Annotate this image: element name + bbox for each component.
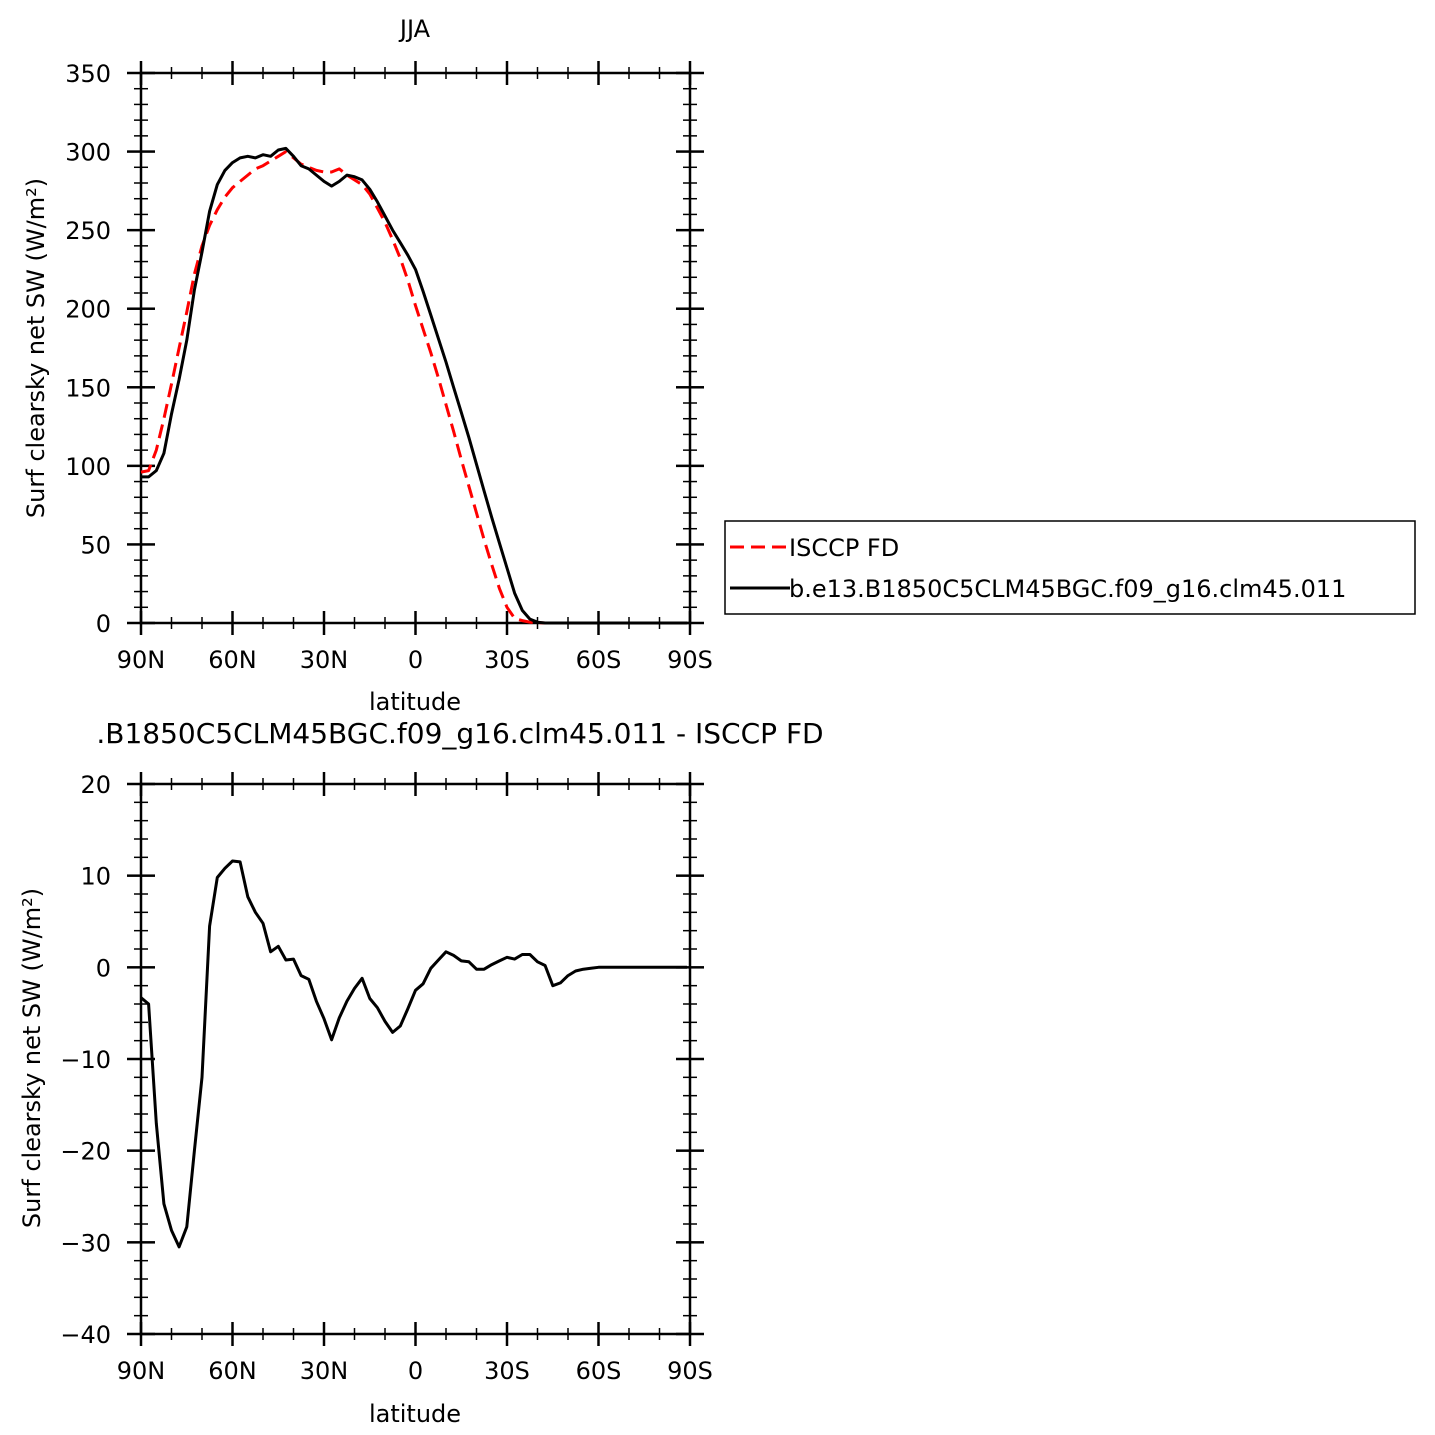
top-panel-title: JJA — [398, 15, 431, 43]
y-tick-label: 20 — [80, 771, 111, 799]
bottom-panel-lines — [140, 859, 687, 1249]
bottom-panel-title: .B1850C5CLM45BGC.f09_g16.clm45.011 - ISC… — [96, 717, 823, 750]
y-tick-label: 100 — [65, 453, 111, 481]
y-tick-label: −30 — [60, 1229, 111, 1257]
x-tick-label: 60S — [576, 646, 622, 674]
y-tick-label: 350 — [65, 60, 111, 88]
legend-box — [724, 520, 1416, 615]
legend-label-isccp: ISCCP FD — [789, 534, 899, 562]
y-tick-label: 150 — [65, 374, 111, 402]
x-tick-label: 30S — [484, 1357, 530, 1385]
plot-frame — [139, 71, 692, 625]
x-tick-label: 30S — [484, 646, 530, 674]
bottom-panel-xlabel: latitude — [369, 1400, 461, 1428]
top-panel: JJA 90N 60N 30N 0 30S 60S 90S 0 50 100 150 200 250 30… — [22, 15, 713, 716]
x-tick-label: 60S — [576, 1357, 622, 1385]
bottom-panel-axes: 90N 60N 30N 0 30S 60S 90S −40 −30 −20 −10 0 10 20 — [60, 771, 713, 1385]
legend-label-model: b.e13.B1850C5CLM45BGC.f09_g16.clm45.011 — [789, 575, 1346, 603]
x-tick-label: 60N — [208, 1357, 257, 1385]
bottom-panel: .B1850C5CLM45BGC.f09_g16.clm45.011 - ISC… — [18, 717, 824, 1428]
x-tick-label: 60N — [208, 646, 257, 674]
legend: ISCCP FD b.e13.B1850C5CLM45BGC.f09_g16.c… — [724, 520, 1416, 615]
series-line-0 — [140, 150, 687, 625]
x-tick-label: 90N — [117, 1357, 166, 1385]
top-panel-xlabel: latitude — [369, 688, 461, 716]
top-panel-ylabel: Surf clearsky net SW (W/m²) — [22, 178, 50, 518]
x-tick-label: 90N — [117, 646, 166, 674]
top-panel-lines — [140, 146, 687, 625]
y-tick-label: 200 — [65, 296, 111, 324]
top-panel-axes: 90N 60N 30N 0 30S 60S 90S 0 50 100 150 200 250 300 350 — [65, 60, 713, 674]
plot-frame — [139, 782, 692, 1336]
series-line-0 — [140, 859, 687, 1249]
x-tick-label: 30N — [300, 646, 349, 674]
y-tick-label: 0 — [96, 610, 111, 638]
x-tick-label: 90S — [667, 1357, 713, 1385]
y-tick-label: 300 — [65, 139, 111, 167]
x-tick-label: 90S — [667, 646, 713, 674]
y-tick-label: 50 — [80, 531, 111, 559]
x-tick-label: 0 — [408, 1357, 423, 1385]
y-tick-label: −40 — [60, 1321, 111, 1349]
bottom-panel-ylabel: Surf clearsky net SW (W/m²) — [18, 888, 46, 1228]
y-tick-label: −20 — [60, 1138, 111, 1166]
x-tick-label: 0 — [408, 646, 423, 674]
y-tick-label: 250 — [65, 217, 111, 245]
x-tick-label: 30N — [300, 1357, 349, 1385]
y-tick-label: −10 — [60, 1046, 111, 1074]
y-tick-label: 0 — [96, 954, 111, 982]
series-line-1 — [141, 146, 687, 625]
y-tick-label: 10 — [80, 863, 111, 891]
